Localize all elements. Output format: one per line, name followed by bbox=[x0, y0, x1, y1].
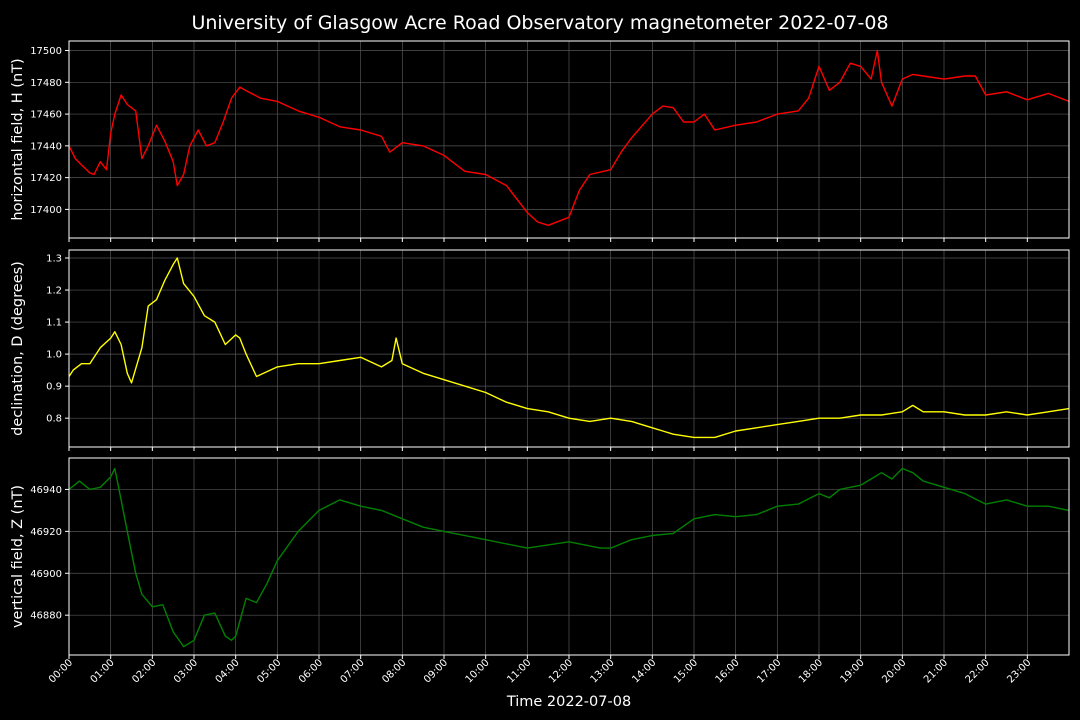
x-tick-label: 06:00 bbox=[297, 657, 325, 685]
x-tick-label: 11:00 bbox=[505, 657, 533, 685]
x-tick-label: 10:00 bbox=[464, 657, 492, 685]
y-tick-label: 46900 bbox=[30, 569, 62, 580]
y-tick-label: 1.0 bbox=[46, 350, 62, 361]
plot-frame bbox=[68, 457, 1070, 656]
x-tick-label: 16:00 bbox=[714, 657, 742, 685]
y-tick-label: 17460 bbox=[30, 110, 62, 121]
x-tick-label: 04:00 bbox=[214, 657, 242, 685]
y-tick-label: 17480 bbox=[30, 78, 62, 89]
x-tick-label: 00:00 bbox=[47, 657, 75, 685]
x-tick-label: 01:00 bbox=[89, 657, 117, 685]
y-tick-label: 17400 bbox=[30, 205, 62, 216]
x-tick-label: 19:00 bbox=[839, 657, 867, 685]
series-line bbox=[68, 49, 1070, 227]
x-tick-label: 13:00 bbox=[589, 657, 617, 685]
h-panel: 17400 17420 17440 17460 17480 17500 horizontal… bbox=[10, 40, 1070, 242]
y-tick-label: 17440 bbox=[30, 141, 62, 152]
plot-frame bbox=[68, 249, 1070, 448]
x-tick-label: 18:00 bbox=[797, 657, 825, 685]
x-tick-label: 09:00 bbox=[422, 657, 450, 685]
y-tick-label: 0.9 bbox=[46, 382, 62, 393]
x-axis-label: Time 2022-07-08 bbox=[506, 694, 631, 710]
series-line bbox=[68, 257, 1070, 439]
d-panel: 0.8 0.9 1.0 1.1 1.2 1.3 declination, D (degree… bbox=[10, 249, 1070, 451]
y-tick-label: 1.2 bbox=[46, 286, 62, 297]
x-tick-label: 20:00 bbox=[880, 657, 908, 685]
y-tick-label: 1.3 bbox=[46, 254, 62, 265]
plot-frame bbox=[68, 40, 1070, 239]
y-axis-label: vertical field, Z (nT) bbox=[10, 485, 26, 628]
x-tick-label: 22:00 bbox=[964, 657, 992, 685]
y-tick-label: 17500 bbox=[30, 46, 62, 57]
y-tick-label: 46940 bbox=[30, 485, 62, 496]
y-axis-label: declination, D (degrees) bbox=[10, 261, 26, 436]
x-tick-label: 12:00 bbox=[547, 657, 575, 685]
x-tick-label: 07:00 bbox=[339, 657, 367, 685]
x-tick-label: 21:00 bbox=[922, 657, 950, 685]
y-tick-label: 46880 bbox=[30, 611, 62, 622]
y-axis-label: horizontal field, H (nT) bbox=[10, 58, 26, 220]
x-tick-label: 08:00 bbox=[380, 657, 408, 685]
x-tick-label: 15:00 bbox=[672, 657, 700, 685]
x-tick-label: 05:00 bbox=[255, 657, 283, 685]
x-tick-label: 17:00 bbox=[755, 657, 783, 685]
x-tick-label: 14:00 bbox=[630, 657, 658, 685]
chart-title: University of Glasgow Acre Road Observat… bbox=[191, 12, 888, 34]
x-tick-label: 23:00 bbox=[1005, 657, 1033, 685]
series-line bbox=[68, 467, 1070, 648]
y-tick-label: 17420 bbox=[30, 173, 62, 184]
x-tick-label: 03:00 bbox=[172, 657, 200, 685]
y-tick-label: 1.1 bbox=[46, 318, 62, 329]
y-tick-label: 46920 bbox=[30, 527, 62, 538]
y-tick-label: 0.8 bbox=[46, 414, 62, 425]
z-panel: 46880 46900 46920 46940 vertical field, Z (n… bbox=[10, 457, 1070, 659]
x-tick-label: 02:00 bbox=[130, 657, 158, 685]
